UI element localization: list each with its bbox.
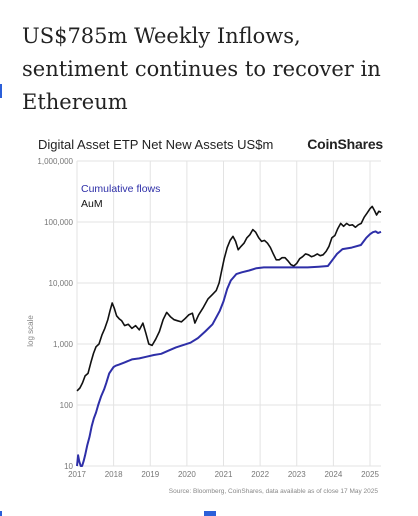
chart-title: Digital Asset ETP Net New Assets US$m [38, 137, 274, 152]
x-tick-label: 2021 [215, 470, 233, 479]
chart-series [76, 205, 382, 467]
x-tick-label: 2025 [361, 470, 379, 479]
y-tick-label: 10,000 [49, 279, 74, 288]
x-tick-label: 2024 [324, 470, 342, 479]
y-tick-label: 100 [60, 401, 74, 410]
article-headline: US$785m Weekly Inflows, sentiment contin… [22, 24, 381, 114]
coinshares-logo: CoinShares [307, 136, 383, 152]
accent-bar-left [0, 84, 2, 98]
legend-entry: Cumulative flows [81, 183, 160, 195]
chart-tick-labels: 10 100 1,000 10,000 100,000 1,000,000 2017 2018… [37, 157, 379, 479]
x-tick-label: 2018 [105, 470, 123, 479]
y-tick-label: 1,000,000 [37, 157, 73, 166]
accent-bar-bottom-left [0, 511, 2, 516]
y-axis-label: log scale [26, 315, 35, 347]
x-tick-label: 2019 [141, 470, 159, 479]
accent-bar-bottom [204, 511, 216, 516]
x-tick-label: 2023 [288, 470, 306, 479]
series-line-cumulative-flows [76, 230, 382, 467]
chart-legend: Cumulative flows AuM [81, 183, 160, 210]
y-tick-label: 10 [64, 462, 73, 471]
y-tick-label: 100,000 [44, 218, 73, 227]
x-tick-label: 2020 [178, 470, 196, 479]
legend-entry: AuM [81, 198, 103, 210]
chart-card: Digital Asset ETP Net New Assets US$m Co… [18, 126, 400, 506]
x-tick-label: 2022 [251, 470, 269, 479]
y-tick-label: 1,000 [53, 340, 74, 349]
chart-plot: 10 100 1,000 10,000 100,000 1,000,000 2017 2018… [26, 157, 382, 479]
x-tick-label: 2017 [68, 470, 86, 479]
chart-gridlines [76, 160, 381, 467]
chart-source-note: Source: Bloomberg, CoinShares, data avai… [168, 488, 378, 495]
series-line-aum [76, 205, 382, 392]
